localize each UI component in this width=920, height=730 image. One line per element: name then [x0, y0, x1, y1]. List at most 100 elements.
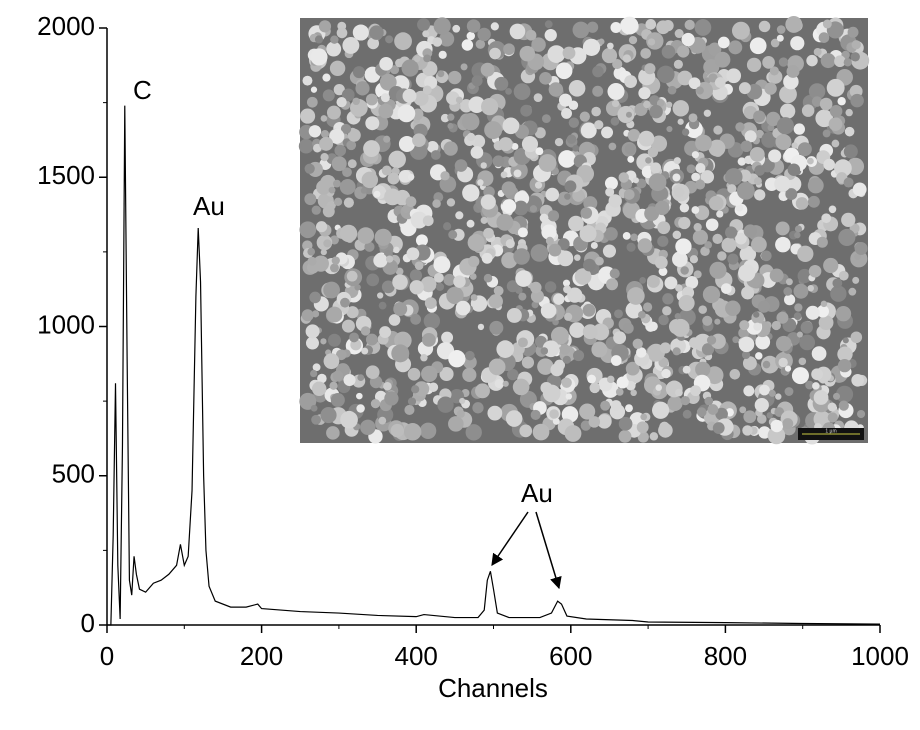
particle — [591, 341, 608, 358]
particle — [776, 25, 786, 34]
particle — [562, 46, 576, 60]
particle — [423, 54, 431, 63]
particle — [850, 52, 860, 62]
particle — [361, 347, 369, 355]
particle — [341, 88, 355, 102]
particle — [404, 404, 415, 415]
particle — [434, 272, 444, 283]
particle — [323, 239, 332, 248]
particle — [448, 416, 464, 432]
particle — [539, 71, 552, 85]
particle — [655, 384, 662, 391]
particle — [409, 280, 424, 295]
particle — [446, 286, 464, 305]
particle — [744, 155, 753, 165]
particle — [678, 216, 691, 230]
particle — [674, 313, 682, 320]
particle — [700, 170, 715, 184]
particle — [646, 274, 660, 288]
particle — [610, 117, 620, 126]
particle — [579, 403, 596, 420]
particle — [822, 19, 832, 29]
particle — [740, 140, 753, 153]
particle — [830, 285, 847, 302]
particle — [490, 22, 499, 31]
particle — [727, 184, 737, 194]
particle — [770, 38, 780, 48]
particle — [832, 278, 843, 289]
particle — [530, 244, 549, 262]
particle — [333, 179, 341, 188]
particle — [640, 413, 648, 421]
particle — [555, 62, 573, 80]
particle — [604, 227, 618, 241]
particle — [827, 402, 837, 412]
particle — [797, 268, 812, 284]
particle — [674, 29, 684, 39]
particle — [424, 297, 437, 310]
particle — [749, 146, 765, 162]
particle — [530, 281, 542, 294]
particle — [475, 383, 490, 399]
particle — [611, 99, 620, 108]
particle — [626, 242, 636, 252]
particle — [540, 347, 549, 355]
particle — [608, 142, 617, 151]
particle — [640, 48, 652, 59]
particle — [385, 35, 394, 44]
particle — [636, 178, 647, 189]
particle — [566, 134, 577, 144]
particle — [393, 246, 400, 254]
particle — [529, 205, 538, 213]
particle — [632, 338, 643, 349]
particle — [774, 407, 785, 417]
particle — [558, 150, 576, 168]
particle — [662, 293, 674, 305]
particle — [794, 303, 803, 312]
particle — [637, 431, 649, 443]
particle — [694, 19, 712, 36]
particle — [583, 196, 598, 211]
particle — [815, 109, 834, 128]
x-tick-label: 200 — [240, 641, 283, 671]
particle — [806, 54, 818, 67]
particle — [340, 123, 352, 135]
particle — [409, 269, 423, 282]
particle — [807, 195, 820, 208]
particle — [469, 273, 477, 280]
spectrum-line — [107, 105, 881, 626]
particle — [518, 292, 527, 301]
particle — [797, 142, 812, 157]
particle — [657, 221, 671, 235]
particle — [688, 113, 698, 123]
particle — [757, 300, 771, 313]
particle — [811, 96, 823, 107]
particle — [779, 85, 797, 104]
particle — [689, 255, 699, 264]
particle — [801, 104, 815, 117]
particle — [360, 419, 376, 436]
particle — [564, 193, 571, 200]
particle — [392, 274, 408, 290]
particle — [787, 163, 801, 176]
particle — [838, 270, 849, 281]
particle — [625, 361, 640, 376]
particle — [762, 56, 775, 69]
particle — [477, 323, 485, 331]
particle — [493, 285, 504, 296]
particle — [714, 51, 731, 68]
particle — [545, 187, 560, 202]
particle — [352, 97, 360, 106]
particle — [380, 93, 390, 103]
particle — [531, 301, 539, 309]
particle — [332, 370, 344, 382]
particle — [415, 234, 428, 247]
particle — [421, 332, 436, 347]
particle — [448, 350, 466, 368]
particle — [397, 334, 410, 347]
particle — [708, 42, 722, 56]
particle — [798, 357, 807, 366]
particle — [696, 407, 707, 417]
particle — [795, 197, 809, 210]
inset-texture — [298, 15, 870, 445]
